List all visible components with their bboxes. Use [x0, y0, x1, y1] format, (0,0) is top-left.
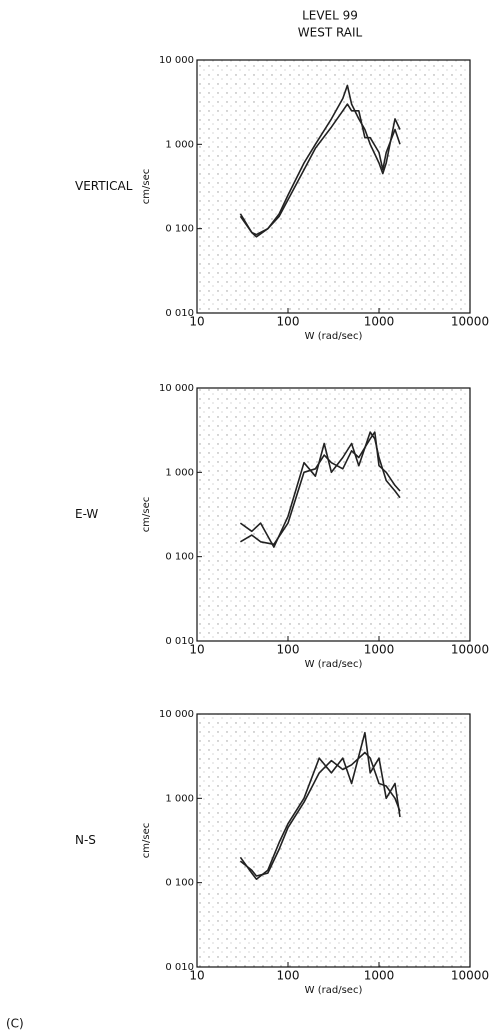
x-tick-label: 100 [277, 643, 300, 657]
row-label: E-W [75, 507, 98, 521]
figure-title: LEVEL 99 [302, 9, 358, 23]
row-label: VERTICAL [75, 179, 133, 193]
x-tick-label: 10000 [451, 315, 489, 329]
y-tick-label: 1 000 [165, 467, 194, 478]
y-tick-label: 10 000 [159, 55, 194, 66]
x-tick-label: 100 [277, 969, 300, 983]
x-tick-label: 10 [189, 315, 204, 329]
y-tick-label: 1 000 [165, 793, 194, 804]
x-tick-label: 1000 [364, 969, 395, 983]
y-tick-label: 0 010 [165, 636, 194, 647]
y-axis-label: cm/sec [141, 823, 152, 858]
x-axis-label: W (rad/sec) [305, 985, 363, 996]
y-tick-label: 10 000 [159, 709, 194, 720]
panel-label: (C) [6, 1017, 24, 1031]
y-tick-label: 10 000 [159, 383, 194, 394]
x-axis-label: W (rad/sec) [305, 659, 363, 670]
x-tick-label: 10 [189, 969, 204, 983]
y-tick-label: 0 010 [165, 308, 194, 319]
x-tick-label: 10000 [451, 969, 489, 983]
row-label: N-S [75, 833, 96, 847]
x-tick-label: 1000 [364, 643, 395, 657]
data-line [239, 103, 401, 236]
x-axis-label: W (rad/sec) [305, 331, 363, 342]
data-line [239, 431, 401, 546]
y-tick-label: 0 010 [165, 962, 194, 973]
x-tick-label: 10000 [451, 643, 489, 657]
x-tick-label: 1000 [364, 315, 395, 329]
y-axis-label: cm/sec [141, 497, 152, 532]
y-tick-label: 0 100 [165, 224, 194, 235]
plot-background [196, 387, 471, 642]
y-tick-label: 1 000 [165, 139, 194, 150]
y-axis-label: cm/sec [141, 169, 152, 204]
y-tick-label: 0 100 [165, 552, 194, 563]
x-tick-label: 10 [189, 643, 204, 657]
x-tick-label: 100 [277, 315, 300, 329]
plot-background [196, 713, 471, 968]
plot-background [196, 59, 471, 314]
y-tick-label: 0 100 [165, 878, 194, 889]
data-line [239, 751, 401, 877]
figure-subtitle: WEST RAIL [298, 26, 363, 40]
